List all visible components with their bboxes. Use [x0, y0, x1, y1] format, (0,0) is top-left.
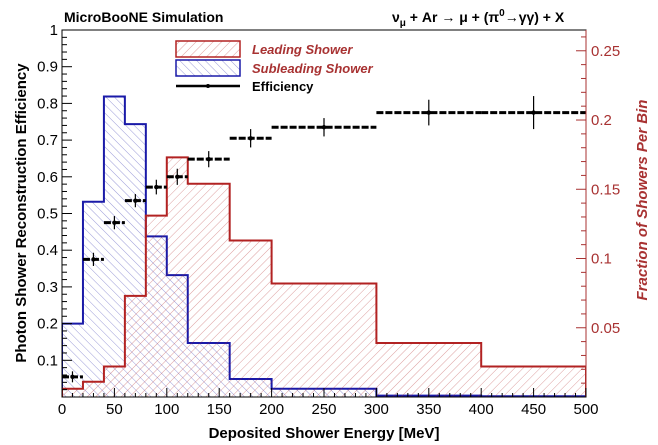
chart-title-left: MicroBooNE Simulation — [64, 9, 223, 25]
efficiency-marker-4 — [154, 184, 159, 190]
plot-area — [62, 95, 586, 397]
y-left-tick-label-5: 0.6 — [37, 169, 58, 186]
efficiency-point-1 — [82, 252, 104, 266]
x-axis-label: Deposited Shower Energy [MeV] — [209, 425, 440, 442]
y-left-tick-label-8: 0.9 — [37, 59, 58, 76]
x-tick-label-2: 100 — [154, 401, 179, 418]
y-axis-right-label: Fraction of Showers Per Bin — [634, 100, 651, 301]
efficiency-series — [62, 96, 586, 383]
y-right-tick-label-4: 0.25 — [591, 43, 620, 60]
x-tick-label-7: 350 — [416, 401, 441, 418]
y-left-tick-label-2: 0.3 — [37, 279, 58, 296]
efficiency-marker-5 — [175, 174, 180, 179]
efficiency-marker-0 — [70, 374, 75, 380]
y-axis-right: 0.05 0.1 0.15 0.2 0.25 — [576, 36, 620, 384]
y-right-tick-label-1: 0.1 — [591, 251, 612, 268]
leading-bin-8 — [271, 283, 377, 397]
y-right-tick-label-3: 0.2 — [591, 112, 612, 129]
x-tick-label-3: 150 — [207, 401, 232, 418]
efficiency-marker-2 — [112, 220, 117, 225]
x-axis: 0 50 100 150 200 250 300 350 400 450 500 — [58, 388, 599, 418]
x-tick-label-4: 200 — [259, 401, 284, 418]
y-left-tick-label-7: 0.8 — [37, 95, 58, 112]
efficiency-marker-3 — [133, 198, 138, 203]
leading-bin-7 — [229, 240, 272, 397]
efficiency-point-3 — [124, 194, 146, 208]
y-left-tick-label-4: 0.5 — [37, 206, 58, 223]
efficiency-marker-6 — [206, 156, 211, 162]
efficiency-marker-10 — [531, 110, 536, 115]
legend-item-leading: Leading Shower — [175, 40, 353, 58]
subleading-bin-1 — [82, 201, 104, 397]
efficiency-marker-8 — [321, 125, 327, 130]
leading-bin-1 — [82, 381, 104, 397]
leading-outline — [62, 156, 586, 397]
x-tick-label-9: 450 — [521, 401, 546, 418]
efficiency-marker-1 — [91, 257, 96, 262]
legend: Leading Shower Subleading Shower Efficie… — [175, 40, 374, 94]
leading-bin-9 — [376, 342, 482, 397]
leading-histogram — [62, 156, 586, 397]
efficiency-point-10 — [481, 96, 586, 130]
efficiency-marker-9 — [426, 110, 431, 115]
legend-item-efficiency: Efficiency — [176, 79, 314, 94]
x-tick-label-0: 0 — [58, 401, 66, 418]
y-axis-left: 0.1 0.2 0.3 0.4 0.5 0.6 0.7 0.8 0.9 1 — [37, 22, 72, 391]
efficiency-marker-7 — [248, 136, 253, 141]
y-left-tick-label-6: 0.7 — [37, 132, 58, 149]
legend-label-subleading: Subleading Shower — [252, 61, 374, 76]
legend-swatch-leading — [175, 40, 241, 58]
legend-swatch-subleading — [175, 59, 241, 77]
legend-label-efficiency: Efficiency — [252, 79, 314, 94]
efficiency-point-6 — [187, 151, 230, 168]
leading-bin-5 — [166, 157, 188, 397]
efficiency-point-7 — [229, 129, 272, 148]
y-left-tick-label-3: 0.4 — [37, 242, 58, 259]
y-left-tick-label-9: 1 — [50, 22, 58, 39]
subleading-bin-0 — [62, 323, 83, 397]
efficiency-point-0 — [62, 371, 83, 383]
y-right-tick-label-0: 0.05 — [591, 320, 620, 337]
x-tick-label-1: 50 — [106, 401, 123, 418]
legend-marker-efficiency — [206, 84, 210, 88]
subleading-bin-2 — [103, 96, 125, 397]
y-axis-left-label: Photon Shower Reconstruction Efficiency — [13, 63, 30, 363]
x-tick-label-5: 250 — [311, 401, 336, 418]
legend-item-subleading: Subleading Shower — [175, 59, 374, 77]
leading-bin-2 — [103, 366, 125, 397]
leading-bin-4 — [145, 215, 167, 397]
chart-title-right: νμ + Ar → μ + (π0→γγ) + X — [392, 8, 565, 29]
leading-bin-3 — [124, 295, 146, 397]
y-right-tick-label-2: 0.15 — [591, 181, 620, 198]
y-left-tick-label-0: 0.1 — [37, 352, 58, 369]
leading-bin-6 — [187, 183, 230, 397]
x-tick-label-8: 400 — [469, 401, 494, 418]
x-tick-label-6: 300 — [364, 401, 389, 418]
y-left-tick-label-1: 0.2 — [37, 316, 58, 333]
leading-bin-0 — [62, 388, 83, 397]
efficiency-point-9 — [376, 99, 482, 126]
efficiency-point-2 — [103, 216, 125, 230]
efficiency-point-8 — [271, 118, 377, 137]
efficiency-point-4 — [145, 179, 167, 195]
x-tick-label-10: 500 — [573, 401, 598, 418]
legend-label-leading: Leading Shower — [252, 42, 353, 57]
efficiency-point-5 — [166, 168, 188, 185]
